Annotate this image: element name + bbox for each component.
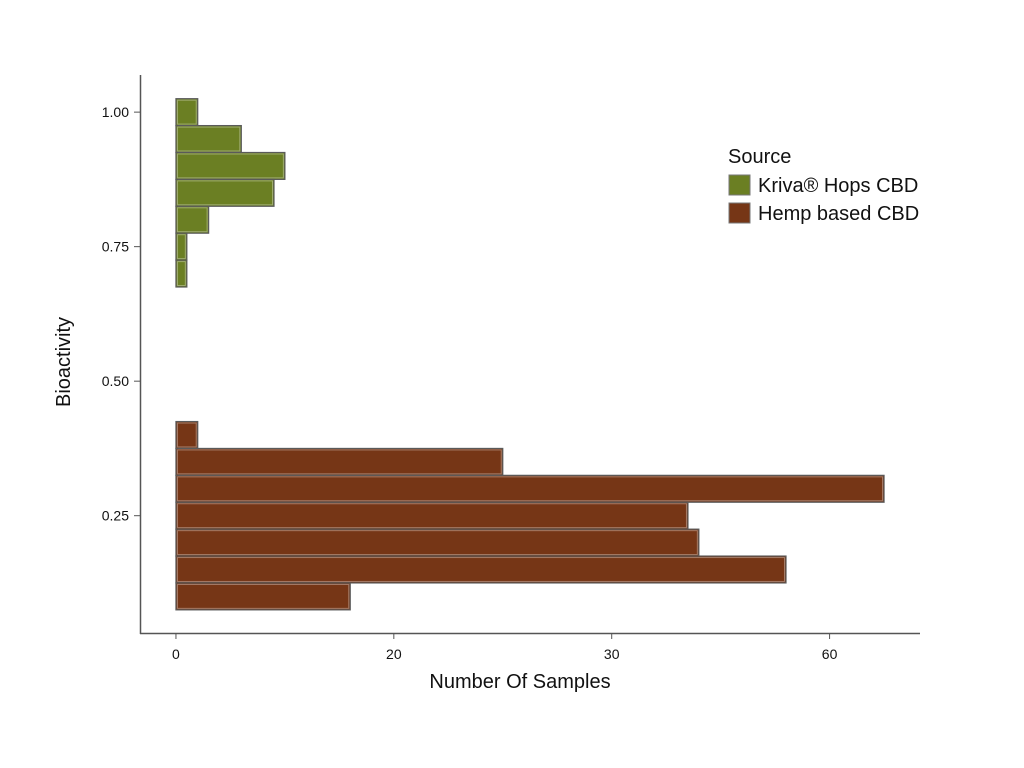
bar-hemp-0.25 (175, 501, 689, 530)
legend: Source Kriva® Hops CBD Hemp based CBD (728, 146, 919, 225)
bar-inner-outline (176, 530, 698, 556)
bar-kriva-0.85 (175, 178, 275, 207)
bars-group (175, 98, 885, 611)
bar-hemp-0.15 (175, 555, 787, 584)
bar-inner-outline (176, 207, 208, 233)
bar-hemp-0.20 (175, 528, 700, 557)
bar-hemp-0.10 (175, 582, 351, 611)
x-ticks: 0 20 30 60 (172, 633, 838, 662)
legend-swatch-kriva (728, 174, 751, 196)
bar-kriva-0.90 (175, 151, 286, 180)
bar-inner-outline (176, 234, 186, 260)
y-tick-label: 0.50 (102, 373, 129, 389)
legend-swatch-hemp (728, 202, 751, 224)
y-tick-label: 1.00 (102, 104, 129, 120)
bar-inner-outline (176, 422, 197, 448)
bar-inner-outline (176, 126, 241, 152)
bar-kriva-1.00 (175, 98, 199, 127)
x-tick-label: 20 (386, 646, 402, 662)
bar-inner-outline (176, 449, 502, 475)
bar-inner-outline (176, 261, 186, 287)
bar-kriva-0.70 (175, 259, 188, 288)
bar-hemp-0.30 (175, 474, 885, 503)
legend-label-hemp: Hemp based CBD (758, 203, 919, 225)
bar-inner-outline (176, 99, 197, 125)
x-axis-label: Number Of Samples (429, 671, 610, 693)
y-tick-label: 0.25 (102, 508, 129, 524)
y-axis-label: Bioactivity (53, 317, 75, 407)
y-tick-label: 0.75 (102, 239, 129, 255)
legend-label-kriva: Kriva® Hops CBD (758, 175, 918, 197)
bar-inner-outline (176, 557, 786, 582)
bar-kriva-0.80 (175, 205, 210, 234)
bar-kriva-0.95 (175, 124, 242, 154)
bar-inner-outline (176, 476, 884, 502)
bar-hemp-0.40 (175, 420, 199, 450)
bar-inner-outline (176, 503, 687, 529)
x-tick-label: 30 (604, 646, 620, 662)
legend-title: Source (728, 146, 791, 168)
bar-inner-outline (176, 583, 350, 609)
bar-inner-outline (176, 153, 284, 179)
y-ticks: 1.00 0.75 0.50 0.25 (102, 104, 140, 524)
bar-hemp-0.35 (175, 447, 504, 476)
x-tick-label: 60 (822, 646, 838, 662)
x-tick-label: 0 (172, 646, 180, 662)
bar-inner-outline (176, 180, 273, 206)
